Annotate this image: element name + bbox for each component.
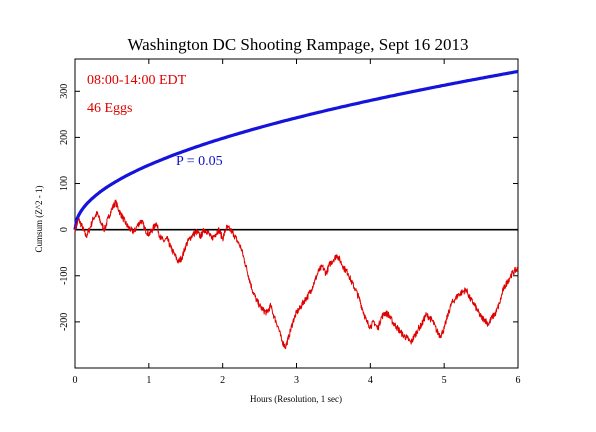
x-tick-label: 0 [73,375,78,386]
probability-envelope-label: P = 0.05 [176,154,223,169]
x-tick-label: 2 [220,375,225,386]
y-tick-label: 100 [59,176,70,191]
x-tick-label: 1 [146,375,151,386]
probability-envelope-line [73,69,519,230]
x-tick-label: 5 [442,375,447,386]
y-tick-label: -200 [59,313,70,331]
y-tick-label: 300 [59,84,70,99]
chart-title: Washington DC Shooting Rampage, Sept 16 … [128,35,469,54]
y-axis-label: Cumsum (Z^2 - 1) [34,186,44,253]
x-tick-label: 6 [516,375,521,386]
cumulative-deviation-line [74,199,519,350]
x-tick-label: 4 [368,375,373,386]
eggs-count-annotation: 46 Eggs [87,101,133,116]
x-tick-label: 3 [294,375,299,386]
x-axis-label: Hours (Resolution, 1 sec) [250,394,342,404]
y-tick-label: 200 [59,130,70,145]
time-range-annotation: 08:00-14:00 EDT [87,73,187,88]
y-tick-label: -100 [59,267,70,285]
y-tick-label: 0 [59,227,70,232]
